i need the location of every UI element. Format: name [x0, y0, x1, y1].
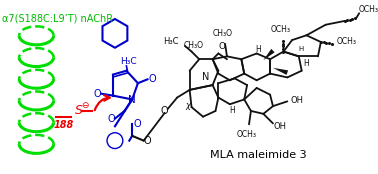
Text: S: S	[74, 104, 82, 117]
Text: OCH₃: OCH₃	[337, 37, 357, 46]
Text: χ: χ	[185, 101, 190, 110]
Text: O: O	[161, 106, 169, 116]
Text: O: O	[94, 89, 102, 99]
Text: OCH₃: OCH₃	[237, 130, 257, 139]
Text: N: N	[202, 72, 210, 82]
Text: OCH₃: OCH₃	[271, 25, 291, 34]
Text: H: H	[304, 59, 309, 68]
Text: OCH₃: OCH₃	[358, 5, 378, 14]
Text: N: N	[128, 95, 136, 105]
Polygon shape	[263, 49, 275, 60]
Polygon shape	[273, 68, 288, 75]
Text: CH₃O: CH₃O	[183, 41, 203, 50]
Text: H: H	[298, 46, 304, 52]
Text: H: H	[229, 106, 235, 115]
Text: H₃C: H₃C	[120, 57, 137, 66]
Text: O: O	[149, 74, 156, 84]
Text: α7(S188C:L9’T) nAChR: α7(S188C:L9’T) nAChR	[2, 13, 113, 23]
Text: O: O	[133, 119, 141, 129]
Text: O: O	[144, 136, 151, 146]
Text: O: O	[219, 42, 226, 51]
Text: H: H	[256, 45, 262, 54]
Text: O: O	[107, 114, 115, 124]
Text: OH: OH	[274, 122, 287, 131]
Text: H₃C: H₃C	[164, 37, 179, 46]
Text: ⊖: ⊖	[82, 101, 89, 110]
Text: OH: OH	[290, 96, 303, 105]
Text: 188: 188	[53, 120, 73, 130]
Text: MLA maleimide 3: MLA maleimide 3	[210, 150, 307, 160]
Text: CH₃O: CH₃O	[212, 29, 232, 38]
